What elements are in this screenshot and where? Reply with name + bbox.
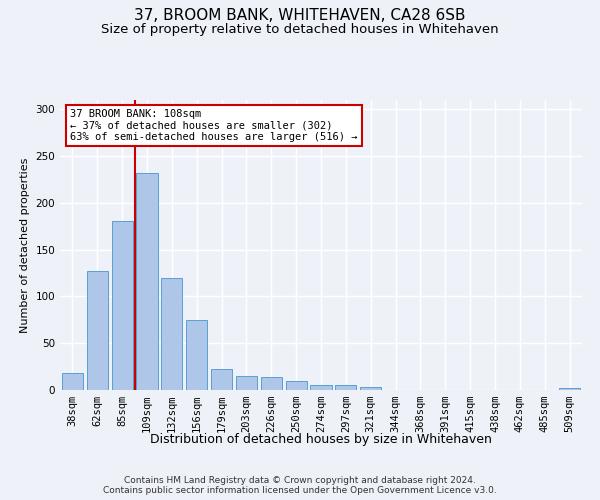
Bar bbox=[310, 386, 332, 390]
Bar bbox=[236, 376, 257, 390]
Text: Size of property relative to detached houses in Whitehaven: Size of property relative to detached ho… bbox=[101, 22, 499, 36]
Bar bbox=[335, 386, 356, 390]
Bar bbox=[136, 173, 158, 390]
Bar bbox=[286, 380, 307, 390]
Text: Distribution of detached houses by size in Whitehaven: Distribution of detached houses by size … bbox=[150, 432, 492, 446]
Bar bbox=[360, 387, 381, 390]
Text: Contains HM Land Registry data © Crown copyright and database right 2024.
Contai: Contains HM Land Registry data © Crown c… bbox=[103, 476, 497, 495]
Y-axis label: Number of detached properties: Number of detached properties bbox=[20, 158, 30, 332]
Text: 37 BROOM BANK: 108sqm
← 37% of detached houses are smaller (302)
63% of semi-det: 37 BROOM BANK: 108sqm ← 37% of detached … bbox=[70, 108, 358, 142]
Bar bbox=[186, 320, 207, 390]
Text: 37, BROOM BANK, WHITEHAVEN, CA28 6SB: 37, BROOM BANK, WHITEHAVEN, CA28 6SB bbox=[134, 8, 466, 22]
Bar bbox=[87, 271, 108, 390]
Bar bbox=[112, 220, 133, 390]
Bar bbox=[62, 373, 83, 390]
Bar bbox=[559, 388, 580, 390]
Bar bbox=[211, 370, 232, 390]
Bar bbox=[161, 278, 182, 390]
Bar bbox=[261, 377, 282, 390]
